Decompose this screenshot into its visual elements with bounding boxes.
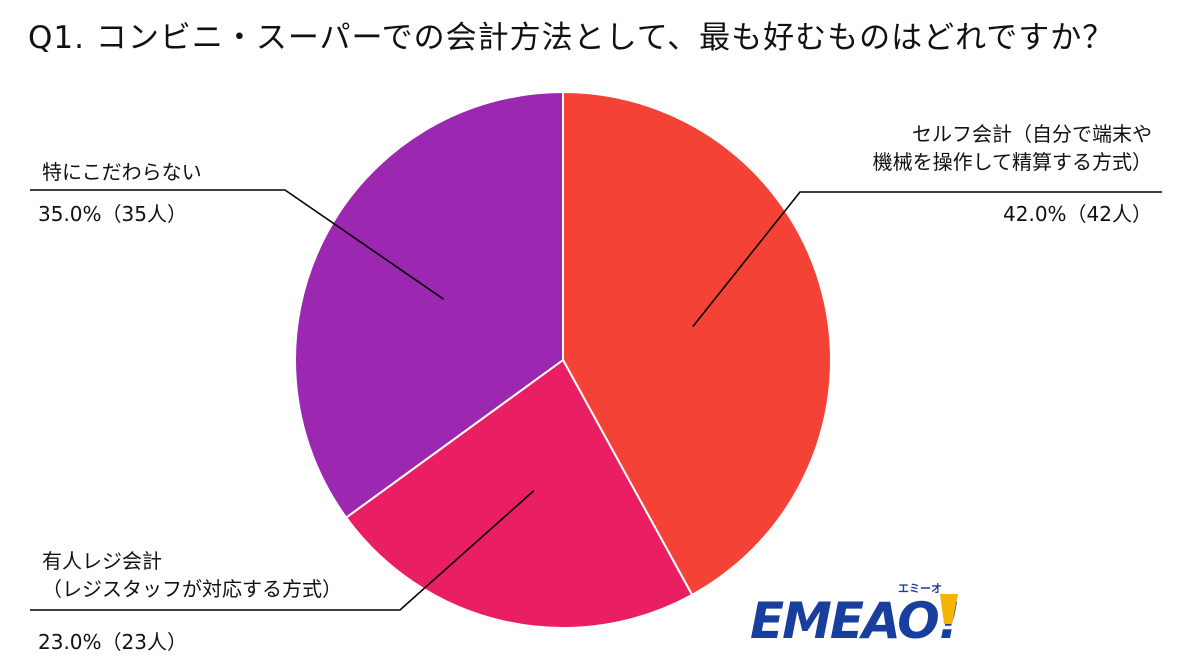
logo-kana: エミーオ — [898, 582, 942, 595]
slice-value-no-preference: 35.0%（35人） — [38, 202, 187, 226]
pie-slice-self-checkout — [562, 90, 832, 597]
logo-text: EMEAO! — [750, 592, 959, 648]
slice-label-no-preference: 特にこだわらない — [42, 160, 202, 184]
emeao-logo-graphic: エミーオ EMEAO! — [750, 582, 961, 650]
slice-value-self-checkout: 42.0%（42人） — [1003, 202, 1152, 226]
slice-value-staffed-register: 23.0%（23人） — [38, 630, 187, 654]
pie-slice-staffed-register — [344, 358, 694, 629]
leader-line-staffed-register — [30, 490, 535, 611]
leader-line-no-preference — [30, 189, 445, 300]
slice-label-self-checkout-line1: セルフ会計（自分で端末や — [912, 122, 1152, 146]
slice-label-self-checkout-line2: 機械を操作して精算する方式） — [872, 150, 1152, 174]
leader-line-self-checkout — [692, 191, 1162, 328]
chart-title: Q1. コンビニ・スーパーでの会計方法として、最も好むものはどれですか？ — [28, 20, 1115, 56]
pie-slice-no-preference — [294, 90, 564, 519]
logo-accent-mark — [940, 594, 958, 624]
slice-label-self-checkout: セルフ会計（自分で端末や 機械を操作して精算する方式） — [873, 120, 1152, 176]
slice-label-staffed-register-line1: 有人レジ会計 — [42, 549, 162, 573]
slice-label-staffed-register: 有人レジ会計 （レジスタッフが対応する方式） — [42, 547, 342, 603]
emeao-logo: エミーオ EMEAO! — [748, 578, 968, 650]
slice-label-staffed-register-line2: （レジスタッフが対応する方式） — [42, 577, 342, 601]
